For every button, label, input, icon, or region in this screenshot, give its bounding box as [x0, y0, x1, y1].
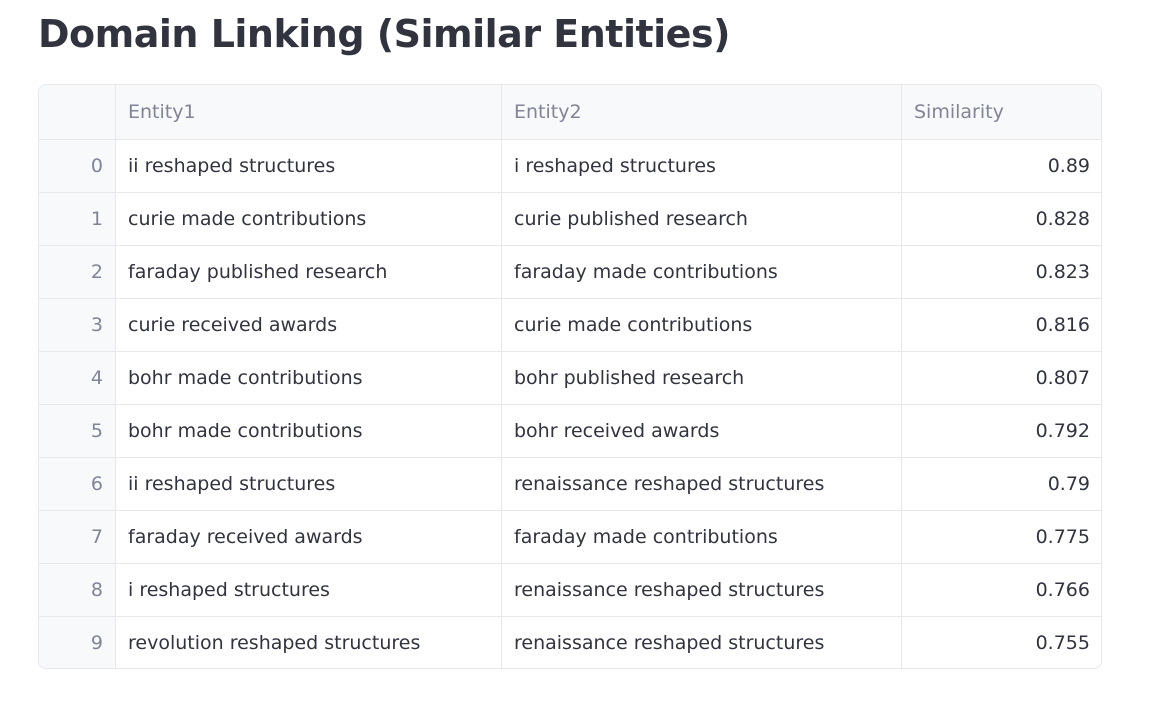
entity1-column-header[interactable]: Entity1 [115, 85, 502, 140]
entity2-cell[interactable]: i reshaped structures [501, 139, 902, 193]
entity2-cell[interactable]: renaissance reshaped structures [501, 616, 902, 668]
row-index: 9 [39, 616, 116, 668]
dataframe-table[interactable]: Entity1 Entity2 Similarity 0 ii reshaped… [38, 84, 1102, 669]
similarity-cell[interactable]: 0.828 [901, 192, 1101, 246]
row-index: 3 [39, 298, 116, 352]
entity2-cell[interactable]: bohr published research [501, 351, 902, 405]
entity1-cell[interactable]: i reshaped structures [115, 563, 502, 617]
entity1-cell[interactable]: revolution reshaped structures [115, 616, 502, 668]
similarity-cell[interactable]: 0.823 [901, 245, 1101, 299]
similarity-cell[interactable]: 0.775 [901, 510, 1101, 564]
entity2-cell[interactable]: curie made contributions [501, 298, 902, 352]
entity1-cell[interactable]: bohr made contributions [115, 351, 502, 405]
row-index: 2 [39, 245, 116, 299]
row-index: 0 [39, 139, 116, 193]
row-index: 5 [39, 404, 116, 458]
table-row[interactable]: 7 faraday received awards faraday made c… [39, 510, 1101, 564]
entity2-cell[interactable]: faraday made contributions [501, 245, 902, 299]
entity2-cell[interactable]: curie published research [501, 192, 902, 246]
similarity-cell[interactable]: 0.792 [901, 404, 1101, 458]
table-row[interactable]: 1 curie made contributions curie publish… [39, 192, 1101, 246]
entity2-cell[interactable]: renaissance reshaped structures [501, 563, 902, 617]
entity1-cell[interactable]: faraday received awards [115, 510, 502, 564]
table-row[interactable]: 8 i reshaped structures renaissance resh… [39, 563, 1101, 617]
similarity-cell[interactable]: 0.766 [901, 563, 1101, 617]
table-row[interactable]: 9 revolution reshaped structures renaiss… [39, 616, 1101, 668]
row-index: 7 [39, 510, 116, 564]
entity2-cell[interactable]: bohr received awards [501, 404, 902, 458]
table-row[interactable]: 3 curie received awards curie made contr… [39, 298, 1101, 352]
similarity-cell[interactable]: 0.79 [901, 457, 1101, 511]
row-index: 4 [39, 351, 116, 405]
similarity-cell[interactable]: 0.807 [901, 351, 1101, 405]
row-index: 6 [39, 457, 116, 511]
table-row[interactable]: 5 bohr made contributions bohr received … [39, 404, 1101, 458]
entity1-cell[interactable]: ii reshaped structures [115, 139, 502, 193]
entity1-cell[interactable]: faraday published research [115, 245, 502, 299]
entity1-cell[interactable]: curie made contributions [115, 192, 502, 246]
entity2-cell[interactable]: renaissance reshaped structures [501, 457, 902, 511]
similarity-cell[interactable]: 0.816 [901, 298, 1101, 352]
similarity-cell[interactable]: 0.755 [901, 616, 1101, 668]
table-row[interactable]: 2 faraday published research faraday mad… [39, 245, 1101, 299]
table-row[interactable]: 4 bohr made contributions bohr published… [39, 351, 1101, 405]
similarity-cell[interactable]: 0.89 [901, 139, 1101, 193]
row-index: 8 [39, 563, 116, 617]
index-column-header[interactable] [39, 85, 116, 140]
similarity-table: Entity1 Entity2 Similarity 0 ii reshaped… [39, 85, 1101, 668]
entity2-cell[interactable]: faraday made contributions [501, 510, 902, 564]
table-row[interactable]: 0 ii reshaped structures i reshaped stru… [39, 139, 1101, 193]
entity1-cell[interactable]: bohr made contributions [115, 404, 502, 458]
page-title: Domain Linking (Similar Entities) [38, 12, 730, 56]
similarity-column-header[interactable]: Similarity [901, 85, 1101, 140]
row-index: 1 [39, 192, 116, 246]
entity1-cell[interactable]: curie received awards [115, 298, 502, 352]
table-header-row: Entity1 Entity2 Similarity [39, 85, 1101, 140]
entity1-cell[interactable]: ii reshaped structures [115, 457, 502, 511]
entity2-column-header[interactable]: Entity2 [501, 85, 902, 140]
table-row[interactable]: 6 ii reshaped structures renaissance res… [39, 457, 1101, 511]
